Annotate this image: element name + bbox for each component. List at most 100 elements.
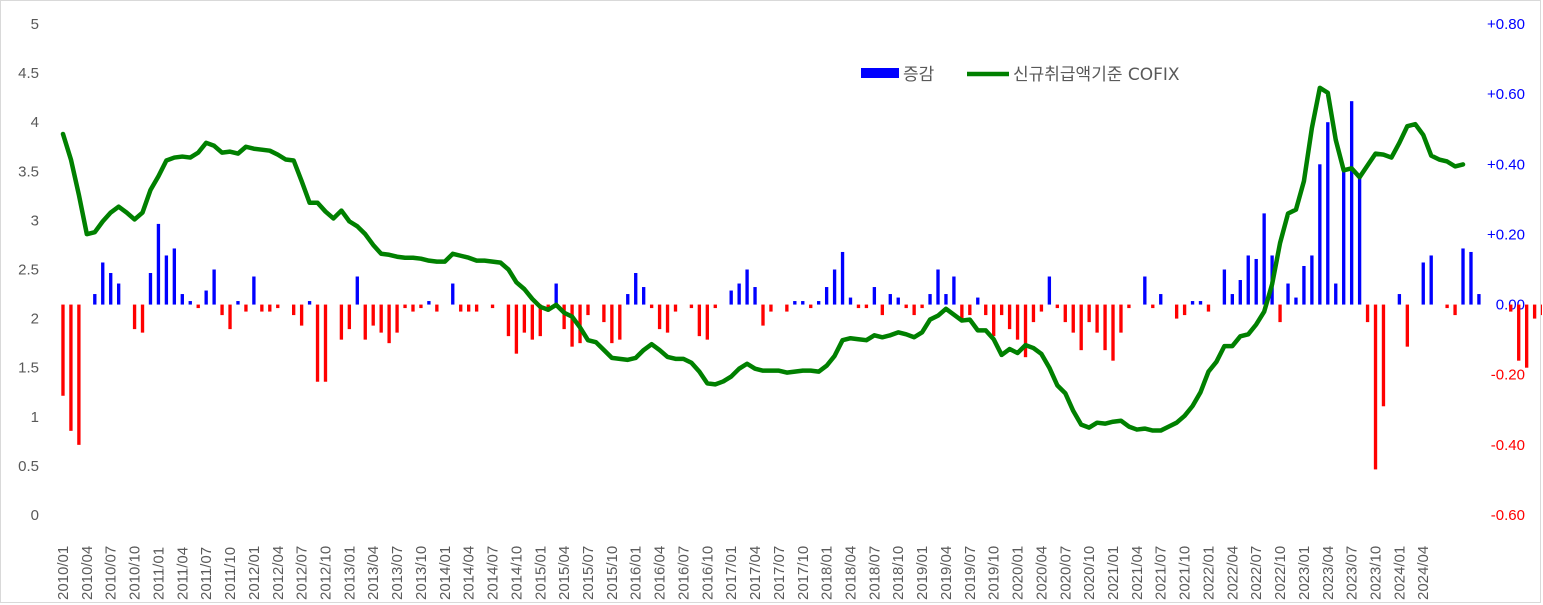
bar	[77, 304, 81, 445]
bar	[1246, 255, 1250, 305]
x-axis-tick-label: 2024/01	[1391, 546, 1408, 600]
bar	[1023, 304, 1028, 358]
bar	[109, 273, 113, 305]
bar	[872, 287, 877, 305]
x-axis-tick-label: 2012/10	[317, 546, 334, 600]
bar	[93, 294, 97, 305]
right-axis-tick-label: +0.20	[1487, 226, 1525, 243]
left-axis-tick-label: 2.5	[18, 262, 39, 279]
right-axis-tick-label: -0.60	[1491, 507, 1525, 524]
bar	[1357, 178, 1362, 305]
bar	[1365, 304, 1370, 323]
bar	[1039, 304, 1044, 312]
bar	[888, 294, 892, 305]
bar	[1381, 304, 1386, 407]
bar	[856, 304, 861, 309]
x-axis-tick-label: 2017/07	[771, 546, 788, 600]
left-axis-tick-label: 0.5	[18, 458, 39, 475]
x-axis-tick-label: 2017/01	[723, 546, 740, 600]
bar	[697, 304, 702, 337]
x-axis-tick-label: 2012/04	[270, 546, 287, 600]
bar	[451, 283, 455, 305]
x-axis-tick-label: 2021/04	[1129, 546, 1146, 600]
bar	[1015, 304, 1020, 340]
bar	[419, 304, 423, 309]
bar	[1007, 304, 1012, 330]
bar	[1063, 304, 1067, 323]
left-axis-tick-label: 3.5	[18, 163, 39, 180]
bar	[188, 301, 192, 305]
bar	[260, 304, 264, 312]
bar	[1111, 304, 1115, 361]
x-axis-tick-label: 2021/01	[1105, 546, 1122, 600]
bar	[220, 304, 224, 316]
bar	[1254, 258, 1258, 305]
bar	[1532, 304, 1537, 319]
x-axis-tick-label: 2016/04	[652, 546, 669, 600]
x-axis-tick-label: 2022/07	[1248, 546, 1265, 600]
bar	[618, 304, 622, 340]
bar	[649, 304, 654, 309]
bar	[1047, 276, 1052, 305]
bar	[292, 304, 296, 316]
bar	[745, 269, 749, 305]
bar	[459, 304, 463, 312]
bar	[116, 283, 121, 305]
bar	[268, 304, 272, 312]
bar	[1302, 265, 1306, 305]
bar	[196, 304, 200, 309]
bar	[1055, 304, 1059, 309]
x-axis-tick-label: 2010/07	[103, 546, 120, 600]
x-axis-tick-label: 2020/07	[1057, 546, 1074, 600]
legend-label-cofix: 신규취급액기준 COFIX	[1013, 65, 1180, 85]
bar	[1318, 164, 1322, 305]
legend-bar-swatch	[861, 68, 899, 78]
bar	[904, 304, 908, 309]
bar	[1429, 255, 1433, 305]
x-axis-tick-label: 2019/04	[938, 546, 955, 600]
x-axis-tick-label: 2017/10	[795, 546, 812, 600]
x-axis-tick-label: 2022/10	[1272, 546, 1289, 600]
bar	[1540, 304, 1542, 316]
bar	[1190, 301, 1195, 305]
x-axis-tick-label: 2015/01	[532, 546, 549, 600]
x-axis-tick-label: 2024/04	[1415, 546, 1432, 600]
bar	[912, 304, 916, 316]
bar	[753, 287, 757, 305]
bar	[323, 304, 328, 382]
bar	[315, 304, 320, 382]
bar	[968, 304, 972, 316]
bar	[1143, 276, 1147, 305]
bar	[403, 304, 407, 309]
bar	[1421, 262, 1425, 305]
bar	[1286, 283, 1290, 305]
bar	[228, 304, 232, 330]
bar	[785, 304, 789, 312]
bar	[793, 301, 797, 305]
bar	[474, 304, 479, 312]
bar	[69, 304, 73, 431]
x-axis-tick-label: 2023/04	[1320, 546, 1337, 600]
x-axis-tick-label: 2018/04	[843, 546, 860, 600]
x-axis-tick-label: 2020/10	[1081, 546, 1098, 600]
left-axis-tick-label: 4.5	[18, 65, 39, 82]
x-axis-tick-label: 2023/10	[1368, 546, 1385, 600]
bar	[1477, 294, 1481, 305]
cofix-line	[60, 85, 1466, 433]
bar	[864, 304, 869, 309]
bar	[1310, 255, 1314, 305]
bar	[379, 304, 383, 333]
bar	[976, 297, 980, 305]
bar	[1103, 304, 1107, 351]
bar	[1087, 304, 1091, 323]
bar	[355, 276, 359, 305]
bar	[172, 248, 177, 305]
left-axis-tick-label: 3	[31, 212, 39, 229]
bar	[212, 269, 216, 305]
bar	[61, 304, 65, 396]
bar	[363, 304, 367, 340]
x-axis-tick-label: 2015/07	[580, 546, 597, 600]
bar	[1174, 304, 1179, 319]
bar	[101, 262, 105, 305]
